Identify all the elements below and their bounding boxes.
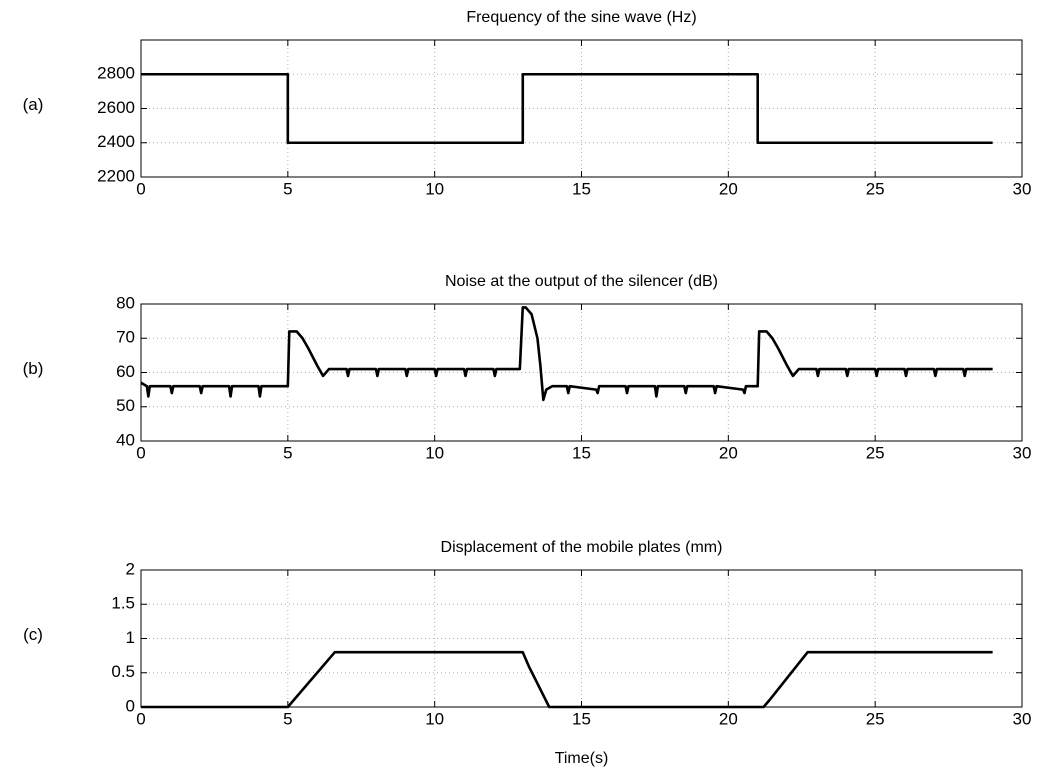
axes-box (140, 39, 1023, 178)
y-tick-label: 1 (126, 628, 135, 647)
x-tick-label: 10 (425, 179, 444, 198)
chart-title: Frequency of the sine wave (Hz) (466, 9, 696, 26)
x-tick-label: 30 (1013, 709, 1032, 728)
panel-label: (a) (23, 95, 44, 114)
x-tick-label: 5 (283, 179, 292, 198)
x-tick-label: 20 (719, 179, 738, 198)
x-tick-label: 25 (866, 179, 885, 198)
x-tick-label: 10 (425, 443, 444, 462)
x-tick-label: 0 (136, 443, 145, 462)
y-tick-label: 50 (116, 396, 135, 415)
data-line (141, 72, 993, 145)
y-tick-label: 2 (126, 559, 135, 578)
x-tick-label: 0 (136, 709, 145, 728)
y-tick-label: 2200 (97, 166, 135, 185)
y-tick-label: 0.5 (111, 662, 135, 681)
x-tick-label: 15 (572, 179, 591, 198)
panel-label: (b) (23, 359, 44, 378)
axes-box (140, 303, 1023, 442)
chart-title: Displacement of the mobile plates (mm) (441, 539, 723, 556)
y-tick-label: 40 (116, 430, 135, 449)
x-tick-label: 15 (572, 709, 591, 728)
y-tick-label: 2600 (97, 98, 135, 117)
y-tick-label: 2400 (97, 132, 135, 151)
data-line (141, 650, 993, 709)
y-tick-label: 2800 (97, 64, 135, 83)
y-tick-label: 70 (116, 328, 135, 347)
x-tick-label: 30 (1013, 179, 1032, 198)
x-axis-label: Time(s) (555, 750, 609, 767)
data-line (140, 306, 993, 402)
x-tick-label: 15 (572, 443, 591, 462)
x-tick-label: 25 (866, 709, 885, 728)
y-tick-label: 0 (126, 696, 135, 715)
axes-box (140, 569, 1023, 708)
y-tick-label: 1.5 (111, 594, 135, 613)
x-tick-label: 20 (719, 709, 738, 728)
x-tick-label: 5 (283, 443, 292, 462)
x-tick-label: 0 (136, 179, 145, 198)
chart-title: Noise at the output of the silencer (dB) (445, 273, 718, 290)
panel-label: (c) (23, 625, 43, 644)
x-tick-label: 5 (283, 709, 292, 728)
y-tick-label: 60 (116, 362, 135, 381)
y-tick-label: 80 (116, 293, 135, 312)
x-tick-label: 25 (866, 443, 885, 462)
x-tick-label: 10 (425, 709, 444, 728)
x-tick-label: 20 (719, 443, 738, 462)
x-tick-label: 30 (1013, 443, 1032, 462)
